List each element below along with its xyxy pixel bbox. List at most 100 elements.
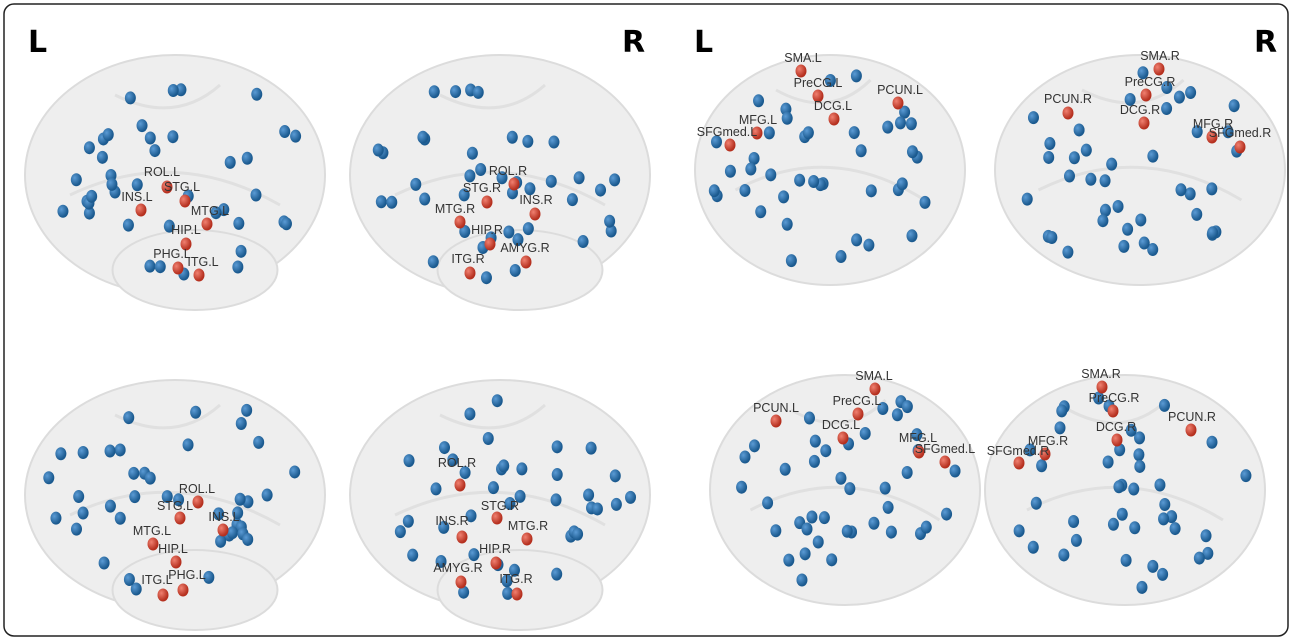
node-label: INS.R <box>435 514 468 528</box>
node-label: PHG.L <box>168 568 206 582</box>
node-label: DCG.L <box>814 99 852 113</box>
brain-lobe <box>113 230 278 310</box>
node-label: PCUN.R <box>1044 92 1092 106</box>
blue-node <box>1022 193 1033 206</box>
blue-node <box>167 130 178 143</box>
red-node <box>1063 107 1074 120</box>
blue-node <box>863 239 874 252</box>
blue-node <box>906 117 917 130</box>
red-node <box>940 456 951 469</box>
blue-node <box>1121 554 1132 567</box>
blue-node <box>428 255 439 268</box>
blue-node <box>86 190 97 203</box>
blue-node <box>1134 460 1145 473</box>
node-label: PCUN.L <box>877 83 923 97</box>
blue-node <box>125 91 136 104</box>
blue-node <box>149 144 160 157</box>
blue-node <box>123 219 134 232</box>
blue-node <box>804 412 815 425</box>
blue-node <box>128 467 139 480</box>
red-node <box>521 256 532 269</box>
blue-node <box>1170 522 1181 535</box>
blue-node <box>115 512 126 525</box>
blue-node <box>84 141 95 154</box>
figure: L R L R ROL.LSTG.LINS.LMTG.LHIP.LPHG.LIT… <box>0 0 1292 640</box>
blue-node <box>55 447 66 460</box>
red-node <box>725 139 736 152</box>
blue-node <box>609 173 620 186</box>
blue-node <box>251 88 262 101</box>
node-label: HIP.L <box>171 223 201 237</box>
blue-node <box>1081 144 1092 157</box>
blue-node <box>921 521 932 534</box>
blue-node <box>567 193 578 206</box>
node-label: PreCG.R <box>1125 75 1176 89</box>
blue-node <box>1044 137 1055 150</box>
blue-node <box>755 205 766 218</box>
red-node <box>491 557 502 570</box>
node-label: HIP.R <box>479 542 511 556</box>
blue-node <box>897 177 908 190</box>
blue-node <box>1161 102 1172 115</box>
blue-node <box>1207 226 1218 239</box>
blue-node <box>1113 480 1124 493</box>
blue-node <box>902 466 913 479</box>
blue-node <box>242 152 253 165</box>
blue-node <box>1128 483 1139 496</box>
blue-node <box>882 121 893 134</box>
blue-node <box>1062 246 1073 259</box>
node-label: INS.L <box>208 510 239 524</box>
blue-node <box>725 165 736 178</box>
blue-node <box>548 136 559 149</box>
blue-node <box>586 442 597 455</box>
blue-node <box>155 260 166 273</box>
blue-node <box>819 511 830 524</box>
blue-node <box>749 439 760 452</box>
blue-node <box>1097 214 1108 227</box>
blue-node <box>498 459 509 472</box>
red-node <box>1141 89 1152 102</box>
red-node <box>202 218 213 231</box>
blue-node <box>806 511 817 524</box>
blue-node <box>1103 456 1114 469</box>
blue-node <box>475 163 486 176</box>
blue-node <box>522 135 533 148</box>
blue-node <box>1014 524 1025 537</box>
blue-node <box>780 463 791 476</box>
blue-node <box>574 171 585 184</box>
red-node <box>1235 141 1246 154</box>
blue-node <box>572 528 583 541</box>
blue-node <box>1046 231 1057 244</box>
blue-node <box>1139 237 1150 250</box>
blue-node <box>516 462 527 475</box>
side-label: L <box>28 25 47 60</box>
node-label: STG.L <box>157 499 193 513</box>
blue-node <box>803 126 814 139</box>
blue-node <box>844 482 855 495</box>
blue-node <box>279 125 290 138</box>
blue-node <box>290 130 301 143</box>
blue-node <box>43 471 54 484</box>
blue-node <box>551 493 562 506</box>
red-node <box>455 216 466 229</box>
blue-node <box>842 525 853 538</box>
blue-node <box>866 184 877 197</box>
blue-node <box>1106 158 1117 171</box>
red-node <box>1108 405 1119 418</box>
blue-node <box>895 116 906 129</box>
blue-node <box>783 554 794 567</box>
blue-node <box>1229 99 1240 112</box>
red-node <box>218 524 229 537</box>
blue-node <box>168 84 179 97</box>
node-label: SFGmed.L <box>697 125 757 139</box>
blue-node <box>253 436 264 449</box>
blue-node <box>950 464 961 477</box>
blue-node <box>1135 213 1146 226</box>
node-label: MTG.R <box>435 202 475 216</box>
blue-node <box>883 501 894 514</box>
node-label: MTG.L <box>133 524 171 538</box>
node-label: DCG.R <box>1096 420 1136 434</box>
node-label: PCUN.R <box>1168 410 1216 424</box>
blue-node <box>404 454 415 467</box>
red-node <box>173 262 184 275</box>
